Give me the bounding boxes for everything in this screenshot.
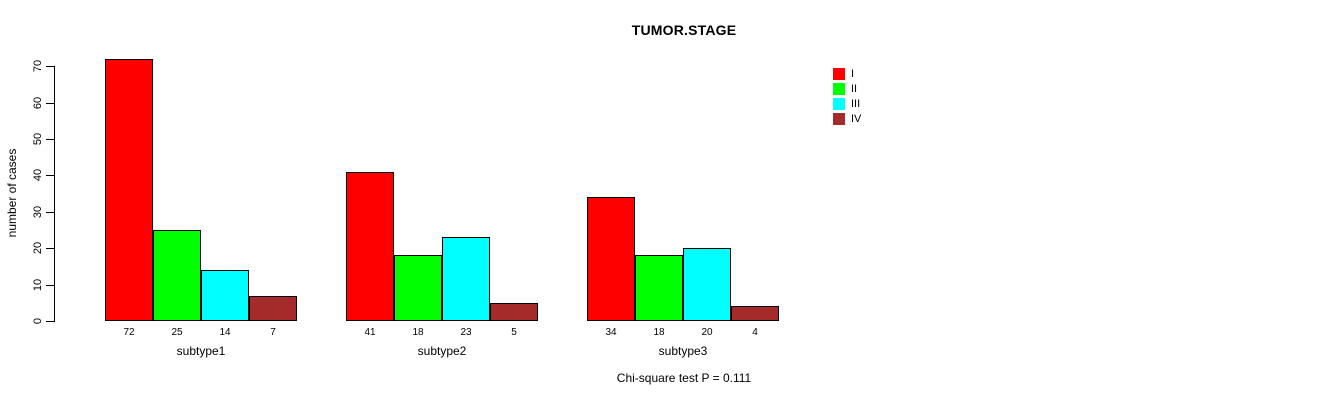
category-label-subtype3: subtype3 [658, 344, 708, 358]
y-tick-label: 70 [32, 60, 44, 73]
bar-I-subtype3 [587, 197, 635, 321]
bar-III-subtype1 [201, 270, 249, 321]
bar-value-label: 7 [270, 327, 276, 338]
legend-swatch-IV [833, 112, 845, 125]
y-axis-label: number of cases [5, 148, 19, 238]
bar-value-label: 23 [460, 327, 472, 338]
bar-value-label: 25 [171, 327, 183, 338]
bar-III-subtype2 [442, 237, 490, 321]
legend-swatch-II [833, 82, 845, 95]
legend-label-II: II [851, 82, 858, 95]
y-tick-mark [46, 211, 54, 213]
y-tick-label: 60 [32, 96, 44, 109]
y-tick-mark [46, 66, 54, 68]
bar-value-label: 34 [605, 327, 617, 338]
legend-row-III: III [833, 96, 861, 111]
bar-value-label: 72 [123, 327, 135, 338]
bar-IV-subtype1 [249, 295, 297, 321]
category-label-subtype2: subtype2 [417, 344, 467, 358]
y-tick-label: 0 [32, 317, 44, 325]
y-tick-mark [46, 321, 54, 322]
chi-square-note: Chi-square test P = 0.111 [616, 371, 752, 385]
y-tick-mark [46, 284, 54, 286]
y-tick-mark [46, 102, 54, 104]
bar-value-label: 5 [511, 327, 517, 338]
chart-title: TUMOR.STAGE [631, 22, 737, 38]
bar-II-subtype1 [153, 230, 201, 321]
bar-IV-subtype2 [490, 302, 538, 321]
y-tick-label: 50 [32, 132, 44, 146]
y-tick-label: 20 [32, 242, 44, 255]
y-axis-line [54, 66, 55, 322]
y-tick-mark [46, 248, 54, 250]
y-tick-label: 30 [32, 205, 44, 218]
legend-row-IV: IV [833, 111, 861, 126]
bar-value-label: 20 [701, 327, 713, 338]
y-tick-label: 40 [32, 169, 44, 182]
y-tick-label: 10 [32, 278, 44, 291]
legend: I II III IV [833, 66, 861, 126]
bar-value-label: 4 [752, 327, 758, 338]
bar-II-subtype2 [394, 255, 442, 321]
bar-I-subtype1 [105, 58, 153, 321]
bar-II-subtype3 [635, 255, 683, 321]
legend-label-IV: IV [851, 112, 862, 125]
bar-III-subtype3 [683, 248, 731, 321]
y-tick-mark [46, 139, 54, 141]
bar-value-label: 18 [412, 327, 424, 338]
bar-value-label: 41 [364, 327, 376, 338]
bar-IV-subtype3 [731, 306, 779, 321]
bar-I-subtype2 [346, 171, 394, 321]
bar-value-label: 18 [653, 327, 665, 338]
bar-value-label: 14 [219, 327, 231, 338]
legend-swatch-III [833, 97, 845, 110]
legend-row-II: II [833, 81, 861, 96]
legend-swatch-I [833, 67, 845, 80]
legend-row-I: I [833, 66, 861, 81]
category-label-subtype1: subtype1 [176, 344, 226, 358]
y-tick-mark [46, 175, 54, 177]
legend-label-III: III [851, 97, 861, 110]
legend-label-I: I [851, 67, 855, 80]
